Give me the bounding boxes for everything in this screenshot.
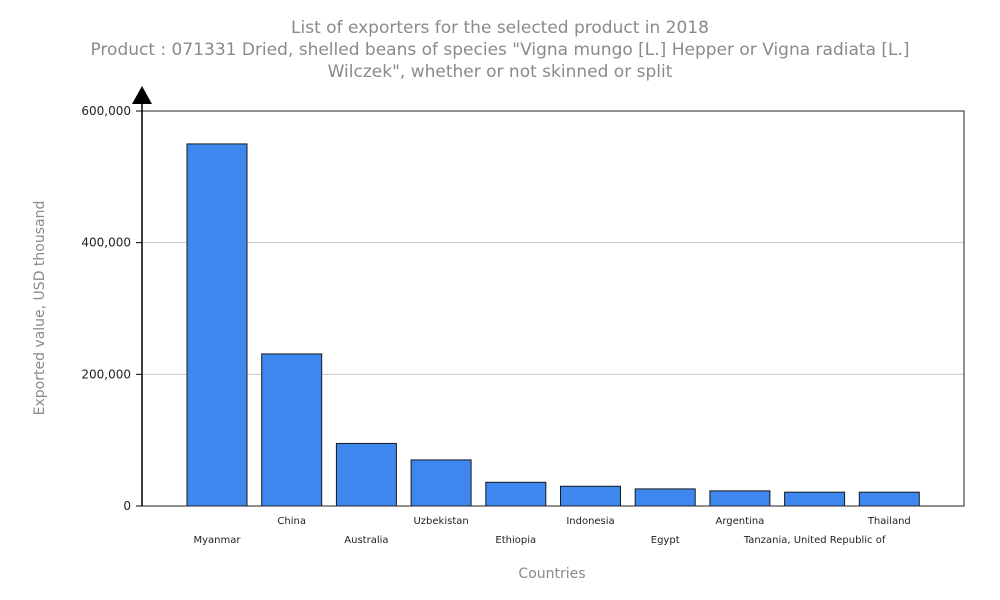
x-tick-label: Argentina: [716, 516, 765, 527]
bar-egypt[interactable]: [634, 488, 696, 507]
bar-australia[interactable]: [335, 442, 397, 507]
x-tick-label: Tanzania, United Republic of: [743, 535, 886, 546]
x-tick-label: Thailand: [867, 516, 911, 527]
chart-title-line-3: Wilczek", whether or not skinned or spli…: [327, 62, 673, 82]
bar-indonesia[interactable]: [560, 485, 621, 507]
bar-uzbekistan[interactable]: [410, 459, 472, 507]
y-tick-label: 400,000: [81, 236, 131, 250]
chart-title-line-1: List of exporters for the selected produ…: [291, 18, 709, 38]
y-tick-label: 600,000: [81, 104, 131, 118]
bar-thailand[interactable]: [858, 491, 920, 507]
x-tick-label: China: [277, 516, 306, 527]
bar-ethiopia[interactable]: [485, 481, 547, 507]
x-tick-label: Indonesia: [566, 516, 614, 527]
x-tick-label: Uzbekistan: [413, 516, 468, 527]
x-tick-label: Ethiopia: [495, 535, 536, 546]
x-tick-label: Australia: [344, 535, 388, 546]
y-tick-label: 0: [123, 499, 131, 513]
x-tick-label: Myanmar: [194, 535, 242, 546]
y-tick-label: 200,000: [81, 367, 131, 381]
bar-myanmar[interactable]: [186, 143, 248, 507]
bar-argentina[interactable]: [709, 490, 771, 507]
y-axis-arrow-icon: [132, 86, 152, 104]
chart-title-line-2: Product : 071331 Dried, shelled beans of…: [90, 40, 910, 60]
bar-china[interactable]: [261, 353, 323, 507]
bar-tanzania-united-republic-of[interactable]: [784, 491, 846, 507]
y-axis-title: Exported value, USD thousand: [32, 201, 48, 416]
x-axis-title: Countries: [518, 566, 585, 582]
x-tick-label: Egypt: [651, 535, 680, 546]
